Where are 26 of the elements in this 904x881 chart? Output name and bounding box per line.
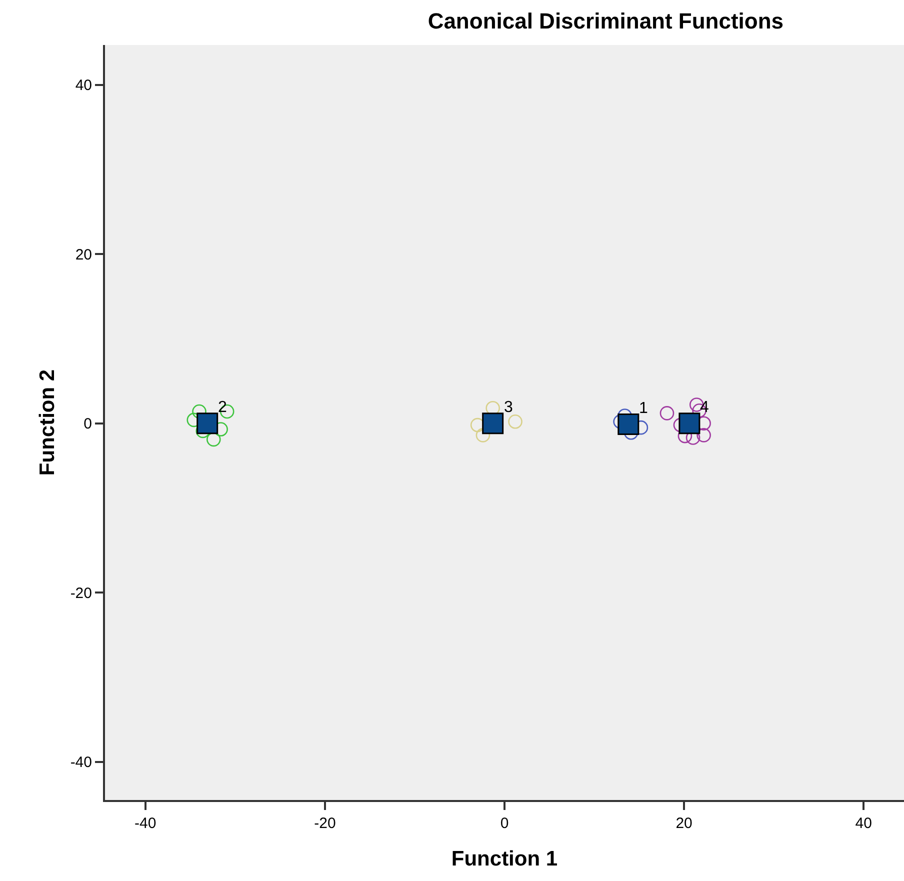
point xyxy=(618,413,640,435)
annotation: 3 xyxy=(504,399,513,416)
y-axis-title: Function 2 xyxy=(36,369,59,476)
y-tick-label: -40 xyxy=(70,754,92,772)
point xyxy=(696,428,711,442)
point xyxy=(206,432,221,447)
point xyxy=(214,422,228,436)
point xyxy=(196,412,218,434)
x-tick-label: 0 xyxy=(500,815,509,832)
annotation: 1 xyxy=(639,400,648,417)
point xyxy=(482,412,504,434)
point xyxy=(192,404,206,419)
point xyxy=(678,412,700,434)
point xyxy=(508,414,522,429)
y-tick-label: 20 xyxy=(75,246,92,264)
point xyxy=(660,406,674,420)
x-tick-label: -40 xyxy=(134,815,156,832)
y-tick-label: 40 xyxy=(75,77,92,94)
x-axis-title: Function 1 xyxy=(451,848,558,871)
y-tick-label: 0 xyxy=(84,416,92,433)
y-tick-label: -20 xyxy=(70,584,92,602)
x-tick-label: 20 xyxy=(676,815,692,832)
point xyxy=(476,428,490,442)
chart-title: Canonical Discriminant Functions xyxy=(428,8,784,34)
x-tick-label: 40 xyxy=(855,815,872,832)
x-tick-label: -20 xyxy=(314,815,336,832)
